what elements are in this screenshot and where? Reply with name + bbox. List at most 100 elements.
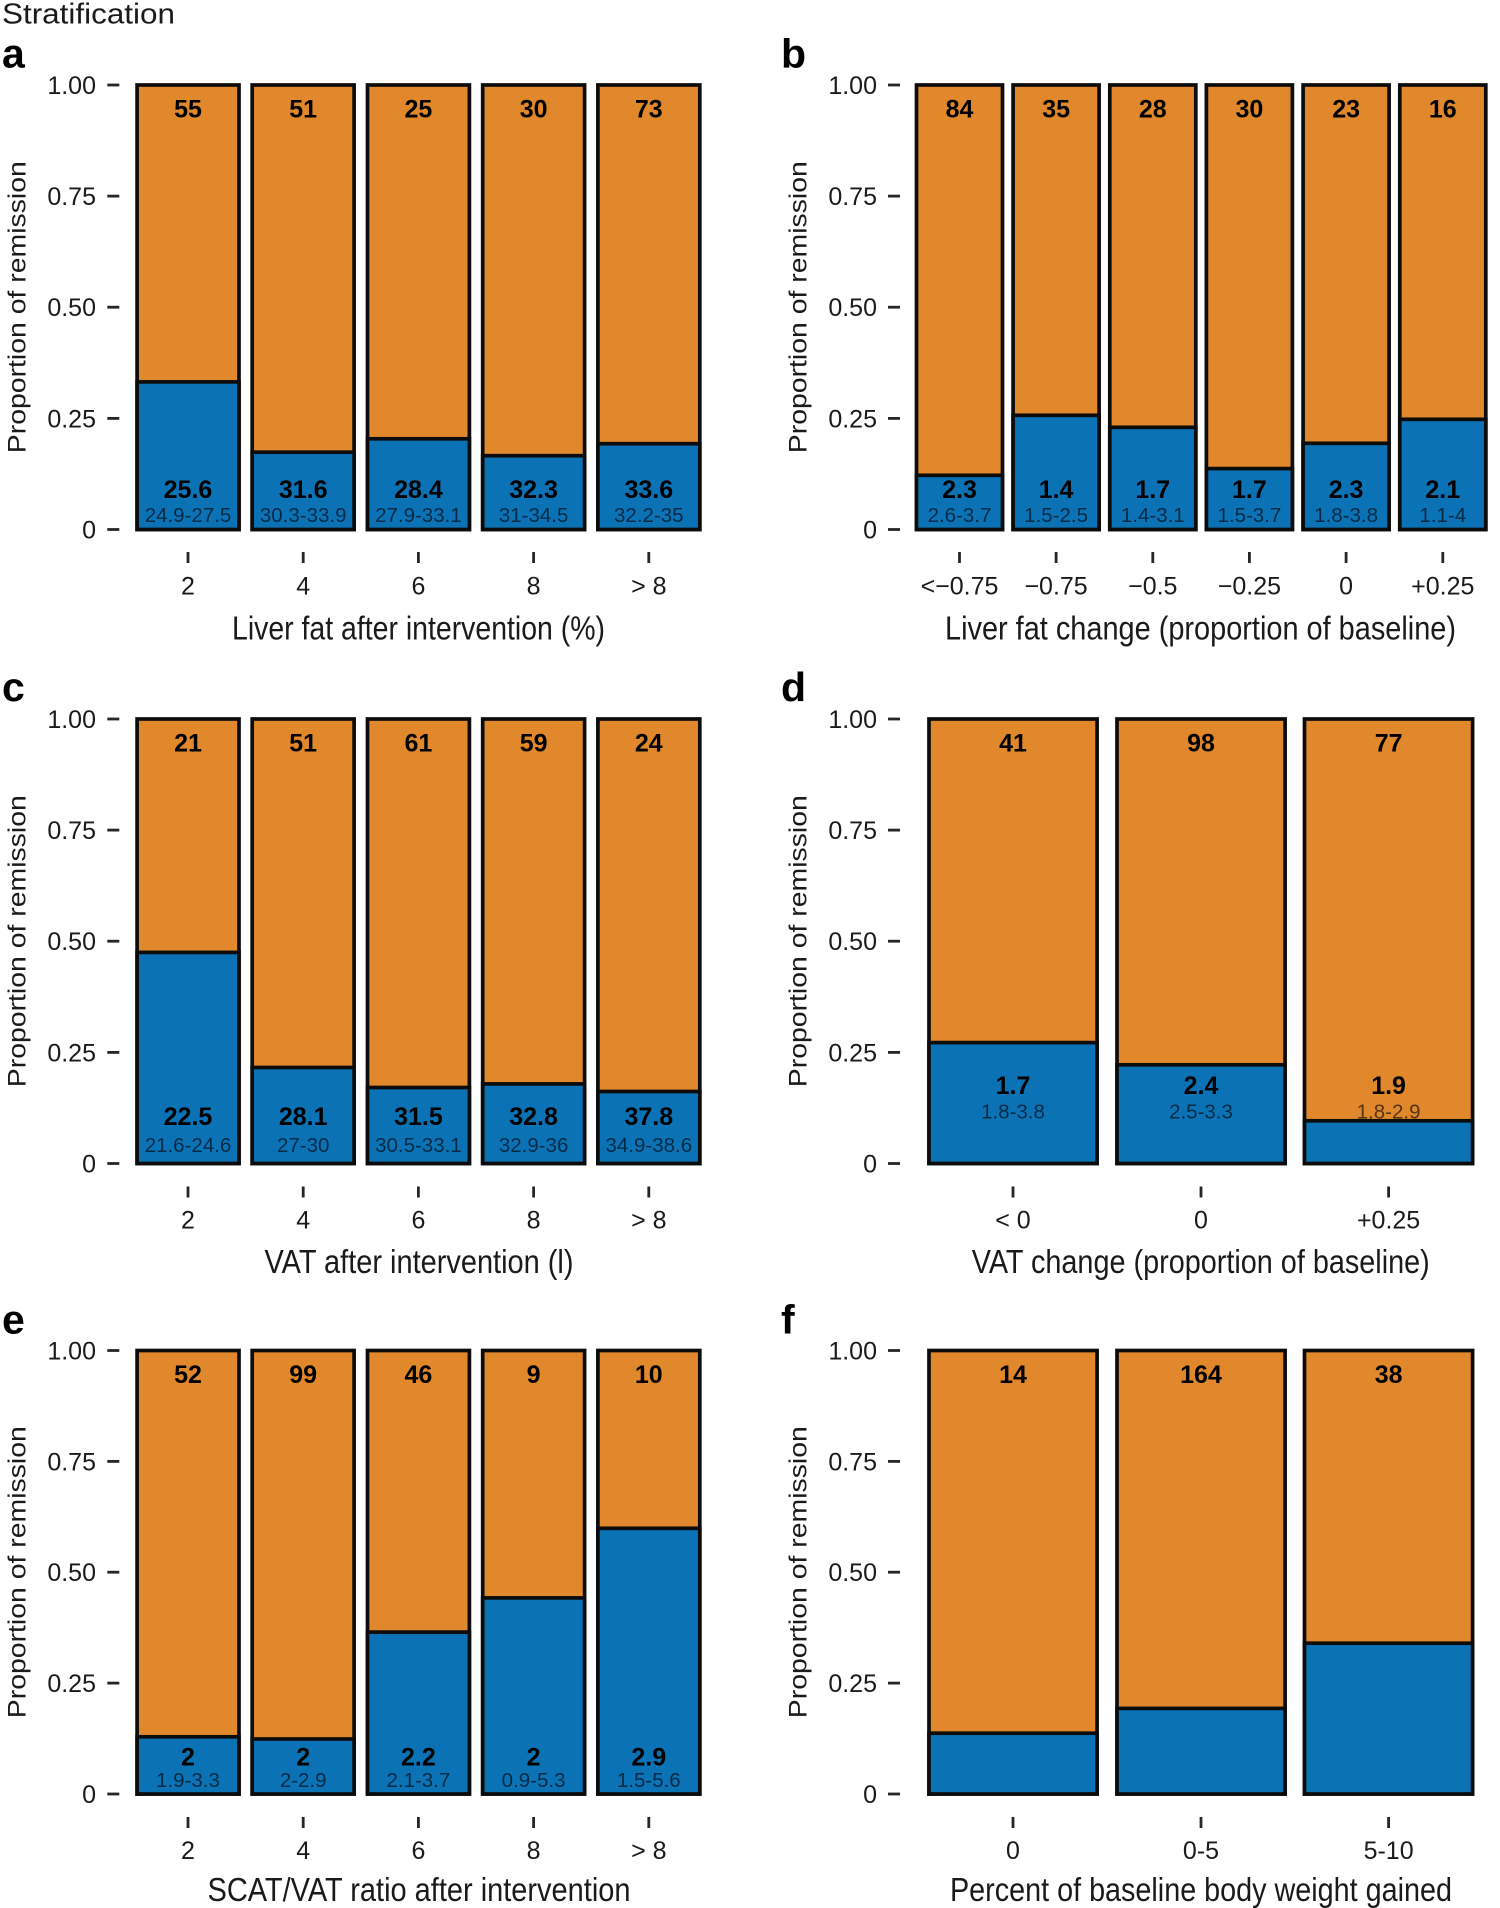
- svg-text:+0.25: +0.25: [1357, 1207, 1420, 1235]
- svg-text:0.50: 0.50: [47, 294, 96, 322]
- svg-text:0.25: 0.25: [47, 1670, 96, 1698]
- svg-text:1.9-3.3: 1.9-3.3: [156, 1769, 220, 1792]
- svg-text:0: 0: [863, 1151, 877, 1179]
- svg-text:1.4-3.1: 1.4-3.1: [1121, 504, 1185, 527]
- svg-text:51: 51: [289, 96, 317, 124]
- svg-text:a: a: [2, 30, 26, 76]
- svg-text:10: 10: [635, 1361, 663, 1389]
- svg-text:1.8-3.8: 1.8-3.8: [981, 1101, 1045, 1124]
- svg-text:28: 28: [1139, 96, 1167, 124]
- svg-text:1.00: 1.00: [47, 72, 96, 100]
- svg-text:1.00: 1.00: [828, 72, 877, 100]
- svg-text:2-2.9: 2-2.9: [280, 1769, 327, 1792]
- svg-text:38: 38: [1375, 1361, 1403, 1389]
- svg-text:0.50: 0.50: [828, 1559, 877, 1587]
- svg-text:0: 0: [82, 517, 96, 545]
- svg-text:0.9-5.3: 0.9-5.3: [502, 1769, 566, 1792]
- svg-text:21.6-24.6: 21.6-24.6: [145, 1134, 232, 1157]
- svg-text:41: 41: [999, 730, 1027, 758]
- svg-text:1.8-2.9: 1.8-2.9: [1357, 1101, 1421, 1124]
- svg-text:2: 2: [181, 1744, 195, 1772]
- svg-text:73: 73: [635, 96, 663, 124]
- svg-text:30: 30: [1235, 96, 1263, 124]
- svg-text:1.00: 1.00: [47, 1338, 96, 1366]
- svg-text:77: 77: [1375, 730, 1403, 758]
- svg-text:8: 8: [527, 573, 541, 601]
- svg-text:0: 0: [82, 1781, 96, 1809]
- svg-text:6: 6: [411, 573, 425, 601]
- svg-text:2.4: 2.4: [1184, 1072, 1219, 1100]
- svg-text:2.6-3.7: 2.6-3.7: [928, 504, 992, 527]
- svg-text:Proportion of remission: Proportion of remission: [3, 1426, 31, 1718]
- svg-text:4: 4: [296, 1207, 310, 1235]
- svg-text:2.3: 2.3: [942, 476, 977, 504]
- svg-text:0.50: 0.50: [828, 928, 877, 956]
- svg-text:31.6: 31.6: [279, 476, 328, 504]
- svg-text:2.1-3.7: 2.1-3.7: [386, 1769, 450, 1792]
- svg-text:2.3: 2.3: [1329, 476, 1364, 504]
- svg-text:23: 23: [1332, 96, 1360, 124]
- svg-text:30: 30: [520, 96, 548, 124]
- svg-text:32.8: 32.8: [509, 1103, 558, 1131]
- svg-text:25.6: 25.6: [164, 476, 213, 504]
- svg-text:1.7: 1.7: [1135, 476, 1170, 504]
- svg-text:2: 2: [181, 1837, 195, 1865]
- svg-text:Proportion of remission: Proportion of remission: [785, 1426, 813, 1718]
- svg-text:51: 51: [289, 730, 317, 758]
- svg-text:0.75: 0.75: [828, 183, 877, 211]
- svg-text:2.5-3.3: 2.5-3.3: [1169, 1101, 1233, 1124]
- svg-text:1.8-3.8: 1.8-3.8: [1314, 504, 1378, 527]
- svg-text:0: 0: [863, 517, 877, 545]
- svg-text:9: 9: [527, 1361, 541, 1389]
- svg-text:1.1-4: 1.1-4: [1419, 504, 1466, 527]
- svg-text:0: 0: [1006, 1837, 1020, 1865]
- svg-text:0: 0: [863, 1781, 877, 1809]
- svg-text:1.4: 1.4: [1039, 476, 1074, 504]
- svg-text:28.1: 28.1: [279, 1103, 328, 1131]
- svg-text:b: b: [781, 30, 806, 76]
- svg-text:SCAT/VAT ratio after intervent: SCAT/VAT ratio after intervention: [208, 1871, 631, 1908]
- svg-text:0.75: 0.75: [47, 183, 96, 211]
- svg-text:8: 8: [527, 1837, 541, 1865]
- svg-text:1.7: 1.7: [1232, 476, 1267, 504]
- svg-text:0.25: 0.25: [828, 405, 877, 433]
- svg-text:55: 55: [174, 96, 202, 124]
- svg-text:27-30: 27-30: [277, 1134, 329, 1157]
- svg-text:37.8: 37.8: [624, 1103, 673, 1131]
- svg-text:0: 0: [1339, 573, 1353, 601]
- svg-text:0: 0: [1194, 1207, 1208, 1235]
- svg-text:1.7: 1.7: [996, 1072, 1031, 1100]
- svg-text:98: 98: [1187, 730, 1215, 758]
- svg-text:1.5-5.6: 1.5-5.6: [617, 1769, 681, 1792]
- svg-text:−0.25: −0.25: [1218, 573, 1281, 601]
- svg-text:Liver fat after intervention (: Liver fat after intervention (%): [232, 610, 605, 647]
- svg-text:24.9-27.5: 24.9-27.5: [145, 504, 232, 527]
- svg-text:31-34.5: 31-34.5: [499, 504, 569, 527]
- svg-text:Proportion of remission: Proportion of remission: [785, 795, 813, 1087]
- svg-text:0.25: 0.25: [47, 405, 96, 433]
- svg-text:0-5: 0-5: [1183, 1837, 1219, 1865]
- svg-text:e: e: [2, 1297, 25, 1343]
- svg-text:25: 25: [404, 96, 432, 124]
- svg-text:164: 164: [1180, 1361, 1222, 1389]
- svg-text:2.2: 2.2: [401, 1744, 436, 1772]
- svg-text:30.5-33.1: 30.5-33.1: [375, 1134, 462, 1157]
- svg-text:1.00: 1.00: [828, 1338, 877, 1366]
- svg-text:61: 61: [404, 730, 432, 758]
- svg-text:−0.75: −0.75: [1024, 573, 1087, 601]
- svg-text:1.00: 1.00: [828, 706, 877, 734]
- svg-text:c: c: [2, 664, 25, 710]
- svg-text:14: 14: [999, 1361, 1027, 1389]
- svg-text:> 8: > 8: [631, 1837, 666, 1865]
- svg-text:+0.25: +0.25: [1411, 573, 1474, 601]
- svg-text:d: d: [781, 664, 806, 710]
- svg-text:0.75: 0.75: [828, 1448, 877, 1476]
- svg-text:Stratification: Stratification: [2, 0, 175, 30]
- svg-text:Percent of baseline body weigh: Percent of baseline body weight gained: [950, 1871, 1452, 1908]
- svg-text:22.5: 22.5: [164, 1103, 213, 1131]
- svg-text:0.75: 0.75: [47, 817, 96, 845]
- svg-text:f: f: [781, 1297, 795, 1343]
- svg-text:> 8: > 8: [631, 1207, 666, 1235]
- svg-text:6: 6: [411, 1207, 425, 1235]
- svg-text:32.2-35: 32.2-35: [614, 504, 684, 527]
